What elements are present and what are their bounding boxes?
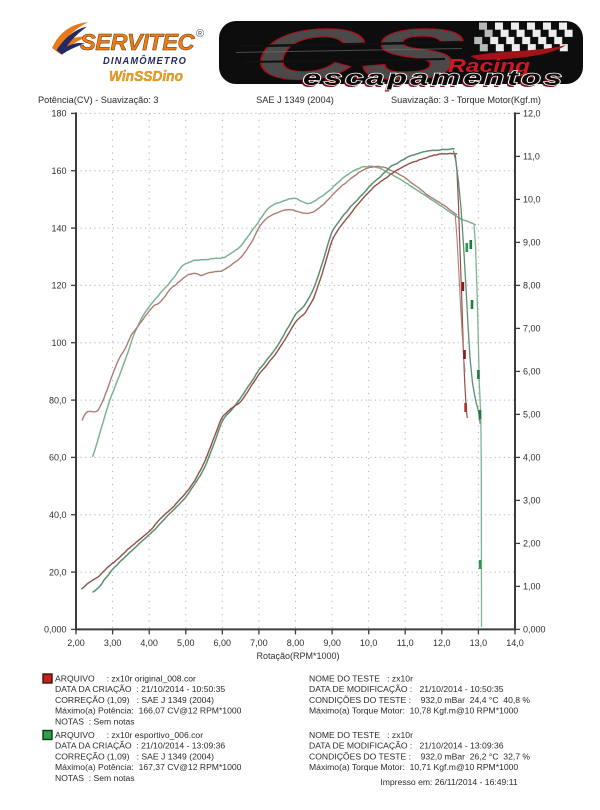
- svg-text:6,00: 6,00: [523, 367, 541, 377]
- svg-text:Máximo(a) Torque Motor: 10,71: Máximo(a) Torque Motor: 10,71 Kgf.m@10 R…: [309, 762, 518, 772]
- svg-text:escapamentos: escapamentos: [303, 67, 565, 90]
- svg-text:14,0: 14,0: [506, 638, 524, 648]
- svg-text:0,000: 0,000: [44, 625, 67, 635]
- svg-text:7,00: 7,00: [523, 324, 541, 334]
- svg-text:10,0: 10,0: [360, 638, 378, 648]
- svg-text:Suavização: 3 - Torque Motor(K: Suavização: 3 - Torque Motor(Kgf.m): [391, 95, 541, 105]
- svg-text:NOME DO TESTE : zx10r: NOME DO TESTE : zx10r: [309, 730, 413, 740]
- svg-text:Impresso em: 26/11/2014 - 16:4: Impresso em: 26/11/2014 - 16:49:11: [380, 777, 517, 787]
- svg-text:2,00: 2,00: [67, 638, 85, 648]
- svg-text:10,0: 10,0: [523, 195, 541, 205]
- svg-text:DATA DA CRIAÇÃO : 21/10/2014: DATA DA CRIAÇÃO : 21/10/2014 - 10:50:35: [55, 684, 225, 694]
- svg-text:6,00: 6,00: [214, 638, 232, 648]
- svg-text:®: ®: [196, 28, 204, 40]
- svg-text:20,0: 20,0: [49, 567, 67, 577]
- svg-text:DATA DE MODIFICAÇÃO : 21/10/: DATA DE MODIFICAÇÃO : 21/10/2014 - 13:09…: [309, 741, 504, 751]
- svg-text:DINAMÔMETRO: DINAMÔMETRO: [103, 54, 187, 67]
- svg-text:40,0: 40,0: [49, 510, 67, 520]
- svg-text:11,0: 11,0: [397, 638, 414, 648]
- svg-text:WinSSDino: WinSSDino: [109, 69, 183, 85]
- svg-text:12,0: 12,0: [433, 638, 451, 648]
- svg-text:9,00: 9,00: [323, 638, 341, 648]
- svg-text:2,00: 2,00: [523, 539, 541, 549]
- svg-text:DATA DA CRIAÇÃO : 21/10/2014: DATA DA CRIAÇÃO : 21/10/2014 - 13:09:36: [55, 741, 225, 751]
- svg-text:SERVITEC: SERVITEC: [80, 29, 195, 55]
- svg-text:120: 120: [51, 281, 66, 291]
- svg-text:NOME DO TESTE : zx10r: NOME DO TESTE : zx10r: [309, 674, 413, 684]
- svg-text:5,00: 5,00: [177, 638, 195, 648]
- svg-text:8,00: 8,00: [287, 638, 305, 648]
- svg-text:3,00: 3,00: [523, 496, 541, 506]
- svg-text:Máximo(a) Potência: 167,37 CV: Máximo(a) Potência: 167,37 CV@12 RPM*100…: [55, 762, 242, 772]
- svg-text:Potência(CV) - Suavização: 3: Potência(CV) - Suavização: 3: [38, 95, 159, 105]
- svg-text:NOTAS : Sem notas: NOTAS : Sem notas: [55, 773, 135, 783]
- svg-text:1,00: 1,00: [523, 582, 541, 592]
- svg-text:100: 100: [51, 338, 66, 348]
- svg-text:4,00: 4,00: [523, 453, 541, 463]
- svg-text:140: 140: [51, 223, 66, 233]
- svg-text:5,00: 5,00: [523, 410, 541, 420]
- svg-text:escapamentos: escapamentos: [301, 69, 563, 92]
- svg-text:12,0: 12,0: [523, 109, 541, 119]
- svg-text:180: 180: [51, 109, 66, 119]
- svg-text:80,0: 80,0: [49, 395, 67, 405]
- svg-text:160: 160: [51, 166, 66, 176]
- svg-text:7,00: 7,00: [250, 638, 268, 648]
- svg-text:8,00: 8,00: [523, 281, 541, 291]
- svg-text:ARQUIVO : zx10r esportivo_: ARQUIVO : zx10r esportivo_006.cor: [55, 730, 203, 740]
- svg-text:CS: CS: [247, 15, 474, 95]
- svg-text:4,00: 4,00: [140, 638, 158, 648]
- svg-text:Máximo(a) Torque Motor: 10,78: Máximo(a) Torque Motor: 10,78 Kgf.m@10 R…: [309, 706, 518, 716]
- svg-text:11,0: 11,0: [523, 152, 540, 162]
- svg-text:9,00: 9,00: [523, 238, 541, 248]
- svg-text:SAE J 1349 (2004): SAE J 1349 (2004): [256, 95, 334, 105]
- svg-text:Máximo(a) Potência: 166,07 CV: Máximo(a) Potência: 166,07 CV@12 RPM*100…: [55, 706, 242, 716]
- svg-text:CORREÇÃO (1,09) : SAE J 1349: CORREÇÃO (1,09) : SAE J 1349 (2004): [55, 751, 214, 761]
- svg-text:60,0: 60,0: [49, 453, 67, 463]
- svg-text:CORREÇÃO (1,09) : SAE J 1349: CORREÇÃO (1,09) : SAE J 1349 (2004): [55, 695, 214, 705]
- svg-text:CONDIÇÕES DO TESTE : 932,0: CONDIÇÕES DO TESTE : 932,0 mBar 24,4 °C …: [309, 695, 530, 705]
- svg-text:13,0: 13,0: [470, 638, 488, 648]
- svg-text:3,00: 3,00: [104, 638, 122, 648]
- svg-text:CONDIÇÕES DO TESTE : 932,0: CONDIÇÕES DO TESTE : 932,0 mBar 26,2 °C …: [309, 751, 530, 761]
- svg-text:0,000: 0,000: [523, 625, 546, 635]
- svg-text:DATA DE MODIFICAÇÃO : 21/10/: DATA DE MODIFICAÇÃO : 21/10/2014 - 10:50…: [309, 684, 504, 694]
- svg-text:Racing: Racing: [448, 56, 530, 76]
- svg-text:NOTAS : Sem notas: NOTAS : Sem notas: [55, 716, 135, 726]
- svg-text:ARQUIVO : zx10r original_0: ARQUIVO : zx10r original_008.cor: [55, 674, 196, 684]
- svg-text:Rotação(RPM*1000): Rotação(RPM*1000): [256, 651, 339, 661]
